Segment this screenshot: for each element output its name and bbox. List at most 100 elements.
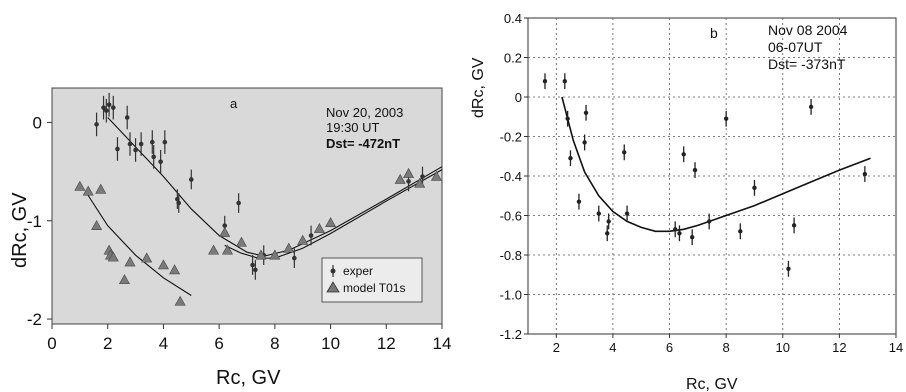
panel-a-model-point [169, 264, 181, 275]
panel-b-y-tick-label: -1.0 [500, 288, 522, 303]
panel-b-point [542, 79, 548, 84]
panel-b-point [576, 199, 582, 204]
panel-b-annotation-line-2: 06-07UT [768, 39, 823, 55]
panel-b-label: b [710, 25, 718, 41]
panel-a-exper-point [124, 115, 130, 120]
panel-b-y-tick-label: -0.2 [500, 130, 522, 145]
panel-a-x-tick-label: 2 [103, 334, 112, 353]
panel-a-exper-point [253, 267, 258, 273]
panel-b-x-tick-label: 14 [889, 340, 903, 355]
legend-exper-label: exper [343, 264, 373, 278]
panel-b-x-tick-label: 8 [723, 340, 730, 355]
panel-a-exper-point [133, 147, 138, 153]
panel-b-y-tick-label: 0.4 [504, 11, 522, 26]
panel-b-x-tick-label: 4 [609, 340, 616, 355]
panel-a-y-tick-label: -1 [27, 212, 42, 231]
panel-b-curves [561, 96, 871, 233]
panel-a-fit-curve [84, 190, 192, 296]
panel-a-exper-point [188, 177, 194, 182]
panel-a-exper-point [236, 200, 241, 206]
panel-a-model-point [91, 220, 103, 230]
panel-a-exper-point [151, 154, 156, 160]
panel-a-model-point [107, 251, 119, 262]
legend-model-label: model T01s [343, 281, 405, 295]
panel-a-model-point [297, 234, 309, 245]
panel-a-model-point [313, 222, 325, 233]
panel-b-annotation-line-3: Dst= -373nT [768, 56, 846, 72]
panel-a-model-point [430, 170, 442, 181]
panel-b-point [723, 116, 729, 121]
panel-a-x-tick-label: 4 [159, 334, 168, 353]
panel-b-y-tick-label: -1.2 [500, 327, 522, 342]
panel-a-exper-point [138, 141, 144, 147]
panel-a-model-point [325, 217, 337, 228]
panel-a-marks [74, 92, 442, 306]
panel-a-model-point [403, 167, 415, 178]
panel-b-point [677, 231, 682, 236]
panel-b-point [862, 171, 868, 177]
panel-b-ticks: 2 4 6 8 10 12 14 0.4 0.2 0 -0.2 -0.4 -0.6 -0.8 -1.0 -1.… [500, 11, 904, 355]
panel-a-model-point [255, 249, 267, 260]
panel-b-point [565, 116, 570, 121]
panel-a-x-tick-label: 10 [321, 334, 340, 353]
panel-a-exper-point [420, 174, 425, 179]
panel-a-exper-point [101, 105, 106, 110]
panel-a-model-point [157, 259, 169, 270]
panel-b-grid [528, 18, 896, 334]
panel-a-fit-curve [224, 169, 443, 259]
panel-b-y-tick-label: 0.2 [504, 51, 522, 66]
panel-a-model-point [269, 249, 281, 260]
panel-a-legend: exper model T01s [321, 257, 423, 303]
panel-b-point [606, 219, 611, 224]
panel-a-exper-point [292, 255, 297, 261]
panel-b-x-tick-label: 12 [832, 340, 846, 355]
panel-a-exper-point [162, 139, 168, 145]
panel-b-point [624, 211, 630, 216]
panel-b-point [673, 227, 678, 232]
panel-b-point [681, 152, 686, 157]
panel-a-x-tick-label: 6 [214, 334, 223, 353]
panel-b-point [808, 104, 814, 110]
panel-b-marks [542, 73, 868, 277]
panel-a-annotation-line-2: 19:30 UT [326, 120, 380, 135]
panel-b-point [596, 211, 601, 216]
panel-a-exper-point [106, 102, 112, 108]
panel-b: 2 4 6 8 10 12 14 0.4 0.2 0 -0.2 -0.4 -0.6 -0.8 -1.0 -1.… [470, 11, 903, 392]
panel-a-exper-point [308, 233, 314, 238]
panel-b-annotation-line-1: Nov 08 2004 [768, 22, 848, 38]
panel-a-exper-point [115, 146, 120, 152]
panel-b-fit-curve [561, 96, 871, 233]
panel-b-point [622, 150, 627, 155]
panel-a-model-point [141, 252, 153, 263]
panel-a-annotation-line-1: Nov 20, 2003 [326, 105, 403, 120]
panel-a-x-tick-label: 14 [433, 334, 452, 353]
panel-a-exper-point [250, 262, 255, 268]
panel-b-x-axis-label: Rc, GV [686, 376, 738, 392]
panel-a-label: a [230, 96, 238, 111]
legend-exper-marker [330, 268, 336, 274]
panel-a-x-tick-label: 8 [270, 334, 279, 353]
panel-a-exper-point [149, 139, 155, 145]
legend-triangle-marker [326, 281, 340, 293]
panel-b-point [562, 79, 567, 84]
panel-a-model-point [219, 226, 231, 237]
panel-a-y-tick-label: -2 [27, 310, 42, 329]
panel-b-y-tick-label: -0.6 [500, 209, 522, 224]
panel-b-x-tick-label: 2 [553, 340, 560, 355]
panel-b-point [706, 219, 712, 224]
panel-b-point [583, 110, 589, 116]
panel-a-exper-point [158, 159, 163, 165]
panel-b-x-tick-label: 6 [666, 340, 673, 355]
panel-b-y-tick-label: 0 [515, 90, 522, 105]
panel-a-model-point [118, 274, 130, 285]
panel-b-y-axis-label: dRc, GV [470, 57, 487, 118]
panel-b-point [692, 167, 698, 173]
panel-a-model-point [221, 244, 234, 255]
panel-b-point [582, 140, 587, 145]
panel-a-model-point [174, 295, 186, 306]
panel-a-model-point [414, 177, 426, 188]
panel-a-model-point [82, 185, 94, 196]
panel-a-exper-point [94, 122, 99, 127]
panel-b-point [689, 235, 695, 240]
